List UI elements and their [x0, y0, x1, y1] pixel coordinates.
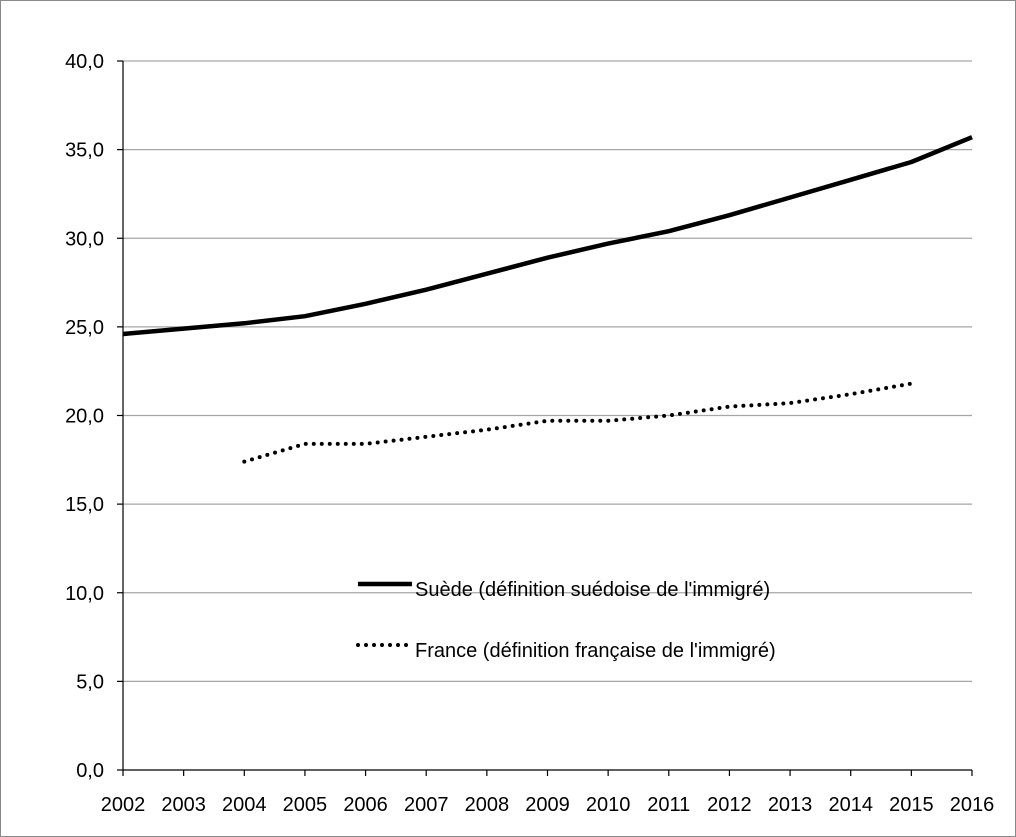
y-tick-label: 15,0 — [65, 494, 104, 516]
series-line-france — [242, 381, 914, 464]
x-tick-label: 2011 — [647, 794, 690, 816]
x-tick-label: 2003 — [161, 794, 206, 816]
x-tick-label: 2006 — [343, 794, 388, 816]
legend-label: France (définition française de l'immigr… — [415, 640, 776, 662]
y-tick-label: 0,0 — [76, 760, 104, 782]
series-line-suede — [122, 135, 973, 337]
gridlines — [123, 60, 972, 682]
x-tick-label: 2004 — [222, 794, 267, 816]
y-tick-label: 35,0 — [65, 140, 104, 162]
y-tick-label: 20,0 — [65, 406, 104, 428]
series-lines — [122, 135, 973, 464]
axes: 0,0 5,0 10,0 15,0 20,0 25,0 30,0 35,0 40,0 2002 20… — [65, 51, 994, 816]
legend-label: Suède (définition suédoise de l'immigré) — [415, 579, 770, 601]
x-tick-label: 2002 — [101, 794, 146, 816]
x-tick-label: 2012 — [707, 794, 752, 816]
y-tick-label: 40,0 — [65, 51, 104, 73]
x-tick-label: 2005 — [283, 794, 328, 816]
x-tick-label: 2007 — [404, 794, 449, 816]
y-tick-label: 30,0 — [65, 228, 104, 250]
x-tick-label: 2014 — [828, 794, 873, 816]
y-tick-label: 10,0 — [65, 583, 104, 605]
y-tick-label: 25,0 — [65, 317, 104, 339]
x-tick-label: 2016 — [950, 794, 995, 816]
legend: Suède (définition suédoise de l'immigré)… — [356, 579, 776, 662]
x-tick-label: 2015 — [889, 794, 934, 816]
x-tick-label: 2010 — [586, 794, 631, 816]
y-tick-label: 5,0 — [76, 671, 104, 693]
x-tick-label: 2009 — [525, 794, 570, 816]
x-tick-label: 2013 — [768, 794, 813, 816]
x-tick-label: 2008 — [465, 794, 510, 816]
